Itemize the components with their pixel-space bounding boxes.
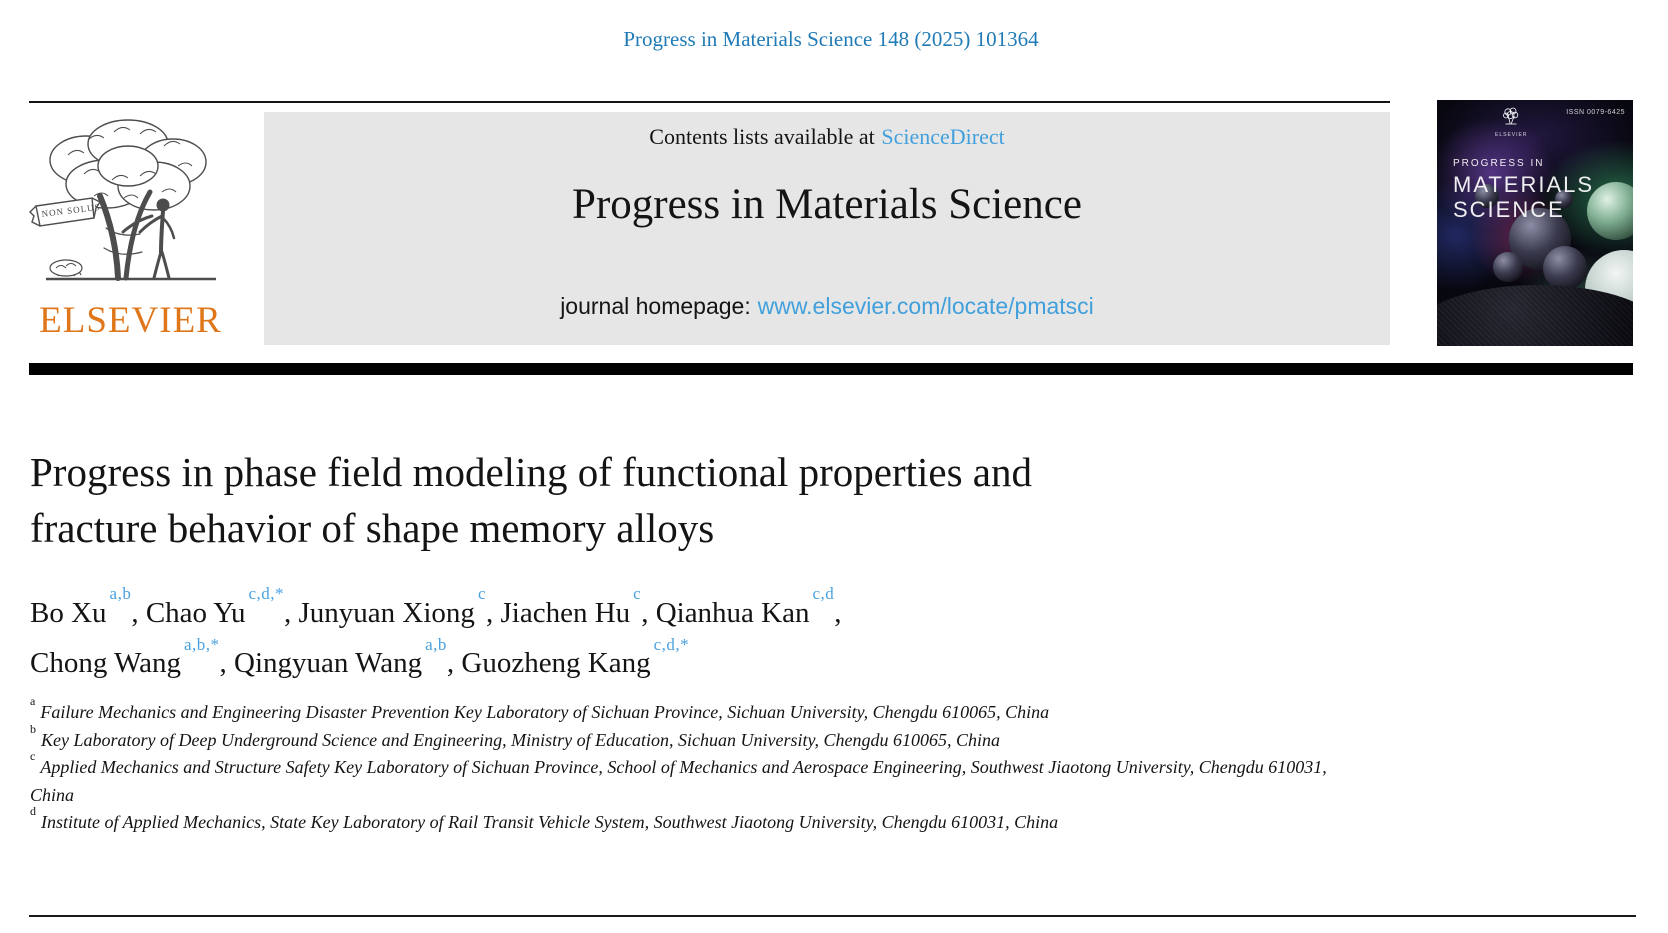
author-separator: , <box>485 596 501 629</box>
author-separator: , <box>131 596 146 629</box>
author: Chong Wanga,b,*, <box>30 635 235 680</box>
sciencedirect-link[interactable]: ScienceDirect <box>881 124 1005 149</box>
homepage-url-link[interactable]: www.elsevier.com/locate/pmatsci <box>757 293 1094 319</box>
cover-mesh <box>1437 285 1633 346</box>
affiliation: cApplied Mechanics and Structure Safety … <box>30 750 1335 809</box>
author-name: Qingyuan Wang <box>234 647 423 680</box>
cover-brand-word: ELSEVIER <box>1495 132 1528 138</box>
affiliation-text: Institute of Applied Mechanics, State Ke… <box>41 812 1059 832</box>
contents-line: Contents lists available at ScienceDirect <box>264 124 1390 150</box>
homepage-line: journal homepage: www.elsevier.com/locate… <box>264 293 1390 320</box>
cover-sphere <box>1543 246 1587 290</box>
cover-title-line3: SCIENCE <box>1453 197 1565 222</box>
cover-title: PROGRESS IN MATERIALS SCIENCE <box>1453 158 1594 222</box>
author-list: Bo Xua,b, Chao Yuc,d,*, Junyuan Xiongc, … <box>30 584 1480 685</box>
author-separator: , <box>834 596 842 629</box>
affiliation: b Key Laboratory of Deep Underground Scie… <box>30 723 1335 755</box>
author-separator: , <box>641 596 656 629</box>
journal-title: Progress in Materials Science <box>572 181 1082 228</box>
elsevier-wordmark: ELSEVIER <box>39 300 222 341</box>
elsevier-tree-icon: NON SOLUS <box>29 119 216 281</box>
author-name: Bo Xu <box>30 596 107 629</box>
masthead-box: Contents lists available at ScienceDirect… <box>264 112 1390 345</box>
elsevier-logo: NON SOLUS ELSEVIER <box>28 110 233 342</box>
author: Guozheng Kangc,d,* <box>461 635 689 680</box>
author-superscript: a,b,* <box>184 634 220 654</box>
author-superscript: a,b <box>425 634 447 654</box>
citation-line: Progress in Materials Science 148 (2025)… <box>623 27 1039 51</box>
cover-sphere <box>1475 184 1499 208</box>
author-name: Chao Yu <box>145 596 246 629</box>
cover-sphere <box>1493 252 1523 282</box>
author: Chao Yuc,d,*, <box>145 584 299 629</box>
bottom-rule <box>29 915 1636 917</box>
elsevier-tree-mini-icon <box>1503 107 1519 125</box>
article-title-line1: Progress in phase field modeling of func… <box>30 449 1032 495</box>
contents-prefix: Contents lists available at <box>649 124 875 149</box>
author-name: Qianhua Kan <box>655 596 810 629</box>
author: Qianhua Kanc,d, <box>655 584 842 629</box>
affiliation: d Institute of Applied Mechanics, State K… <box>30 805 1335 837</box>
author-superscript: c,d <box>812 584 835 603</box>
cover-sphere <box>1555 190 1573 208</box>
author-superscript: a,b <box>109 584 132 603</box>
cover-sphere <box>1587 182 1633 240</box>
author-separator: , <box>446 647 462 680</box>
affiliation: a Failure Mechanics and Engineering Disas… <box>30 695 1335 727</box>
author-superscript: c,d,* <box>248 584 285 603</box>
journal-cover-image: ELSEVIER ISSN 0079-6425 PROGRESS IN MATE… <box>1437 100 1633 346</box>
author-superscript: c <box>633 584 642 603</box>
author-separator: , <box>219 647 235 680</box>
cover-title-line2: MATERIALS <box>1453 172 1595 197</box>
affiliation-text: Key Laboratory of Deep Underground Scien… <box>41 729 1001 750</box>
divider-bar <box>29 363 1633 375</box>
affiliation-list: a Failure Mechanics and Engineering Disas… <box>30 695 1335 837</box>
cover-title-line1: PROGRESS IN <box>1453 158 1545 169</box>
author: Bo Xua,b, <box>30 584 146 629</box>
homepage-prefix: journal homepage: <box>560 293 751 319</box>
author-name: Chong Wang <box>30 647 181 680</box>
top-rule <box>29 101 1390 103</box>
author: Junyuan Xiongc, <box>298 584 501 629</box>
article-title-line2: fracture behavior of shape memory alloys <box>30 505 715 551</box>
author-superscript: c,d,* <box>653 634 690 654</box>
author-superscript: c <box>477 584 486 603</box>
author: Jiachen Huc, <box>500 584 656 629</box>
cover-elsevier-brand: ELSEVIER <box>1495 107 1527 138</box>
affiliation-text: Failure Mechanics and Engineering Disast… <box>40 702 1050 722</box>
article-title: Progress in phase field modeling of func… <box>30 444 1380 556</box>
non-solus-banner <box>29 197 102 227</box>
affiliation-text: Applied Mechanics and Structure Safety K… <box>30 757 1327 805</box>
affiliation-label: b <box>30 721 36 736</box>
author: Qingyuan Wanga,b, <box>234 635 462 680</box>
affiliation-label: c <box>30 749 36 763</box>
affiliation-label: a <box>30 694 36 708</box>
author-line-1: Bo Xua,b, Chao Yuc,d,*, Junyuan Xiongc, … <box>30 584 1480 635</box>
author-name: Junyuan Xiong <box>298 596 475 629</box>
author-name: Guozheng Kang <box>461 647 651 680</box>
author-name: Jiachen Hu <box>500 596 631 629</box>
author-line-2: Chong Wanga,b,*, Qingyuan Wanga,b, Guozh… <box>30 635 1480 686</box>
affiliation-label: d <box>30 804 36 818</box>
cover-issn: ISSN 0079-6425 <box>1566 109 1625 116</box>
author-separator: , <box>284 596 299 629</box>
